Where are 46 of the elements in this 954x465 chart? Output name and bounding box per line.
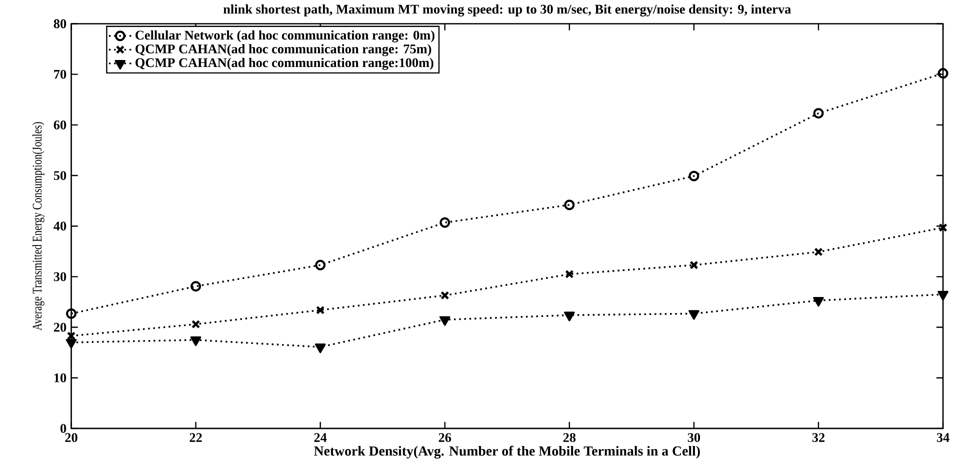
point: [688, 310, 700, 320]
x-tick-label: 28: [563, 433, 576, 442]
point: [440, 217, 450, 228]
point: [938, 223, 948, 232]
point: [190, 336, 202, 346]
point: [564, 200, 575, 210]
point: [66, 338, 77, 349]
y-tick-label: 70: [54, 70, 66, 79]
point: [66, 308, 77, 319]
point: [938, 290, 948, 300]
y-axis-title: Average Transmitted Energy Consumption(Joules): [32, 122, 44, 330]
y-tick-label: 80: [54, 19, 66, 28]
legend-label: QCMP CAHAN(ad hoc communication range:100m): [136, 58, 434, 70]
point: [440, 291, 450, 300]
x-tick-label: 24: [314, 433, 327, 442]
point: [690, 260, 698, 270]
point: [439, 316, 450, 326]
x-tick-label: 34: [936, 433, 950, 442]
point: [813, 108, 824, 119]
x-tick-label: 22: [190, 433, 202, 442]
y-tick-label: 30: [54, 272, 66, 282]
y-tick-label: 10: [54, 373, 66, 382]
point: [564, 312, 575, 322]
y-tick-label: 20: [54, 322, 66, 332]
point: [938, 68, 948, 79]
x-tick-label: 32: [812, 433, 825, 442]
point: [814, 248, 823, 256]
point: [813, 296, 824, 307]
x-axis-title: Network Density(Avg. Number of the Mobile Terminals in a Cell): [314, 446, 700, 459]
x-tick-label: 20: [65, 433, 78, 442]
y-tick-label: 0: [60, 424, 66, 433]
point: [190, 280, 202, 292]
point: [316, 306, 325, 314]
x-tick-label: 26: [438, 433, 452, 442]
legend-label: Cellular Network (ad hoc communication range: 0m): [136, 30, 434, 42]
legend-label: QCMP CAHAN(ad hoc communication range: 75m): [136, 44, 432, 56]
point: [191, 320, 200, 329]
y-tick-label: 60: [54, 120, 66, 130]
y-tick-label: 50: [54, 171, 66, 180]
point: [688, 170, 700, 182]
point: [565, 270, 574, 278]
x-tick-label: 30: [688, 433, 700, 442]
point: [314, 343, 326, 354]
chart-title: nlink shortest path, Maximum MT moving speed: up to 30 m/sec, Bit energy/noise density: 9, interva: [223, 4, 791, 16]
y-tick-label: 40: [54, 222, 66, 231]
point: [315, 260, 326, 270]
